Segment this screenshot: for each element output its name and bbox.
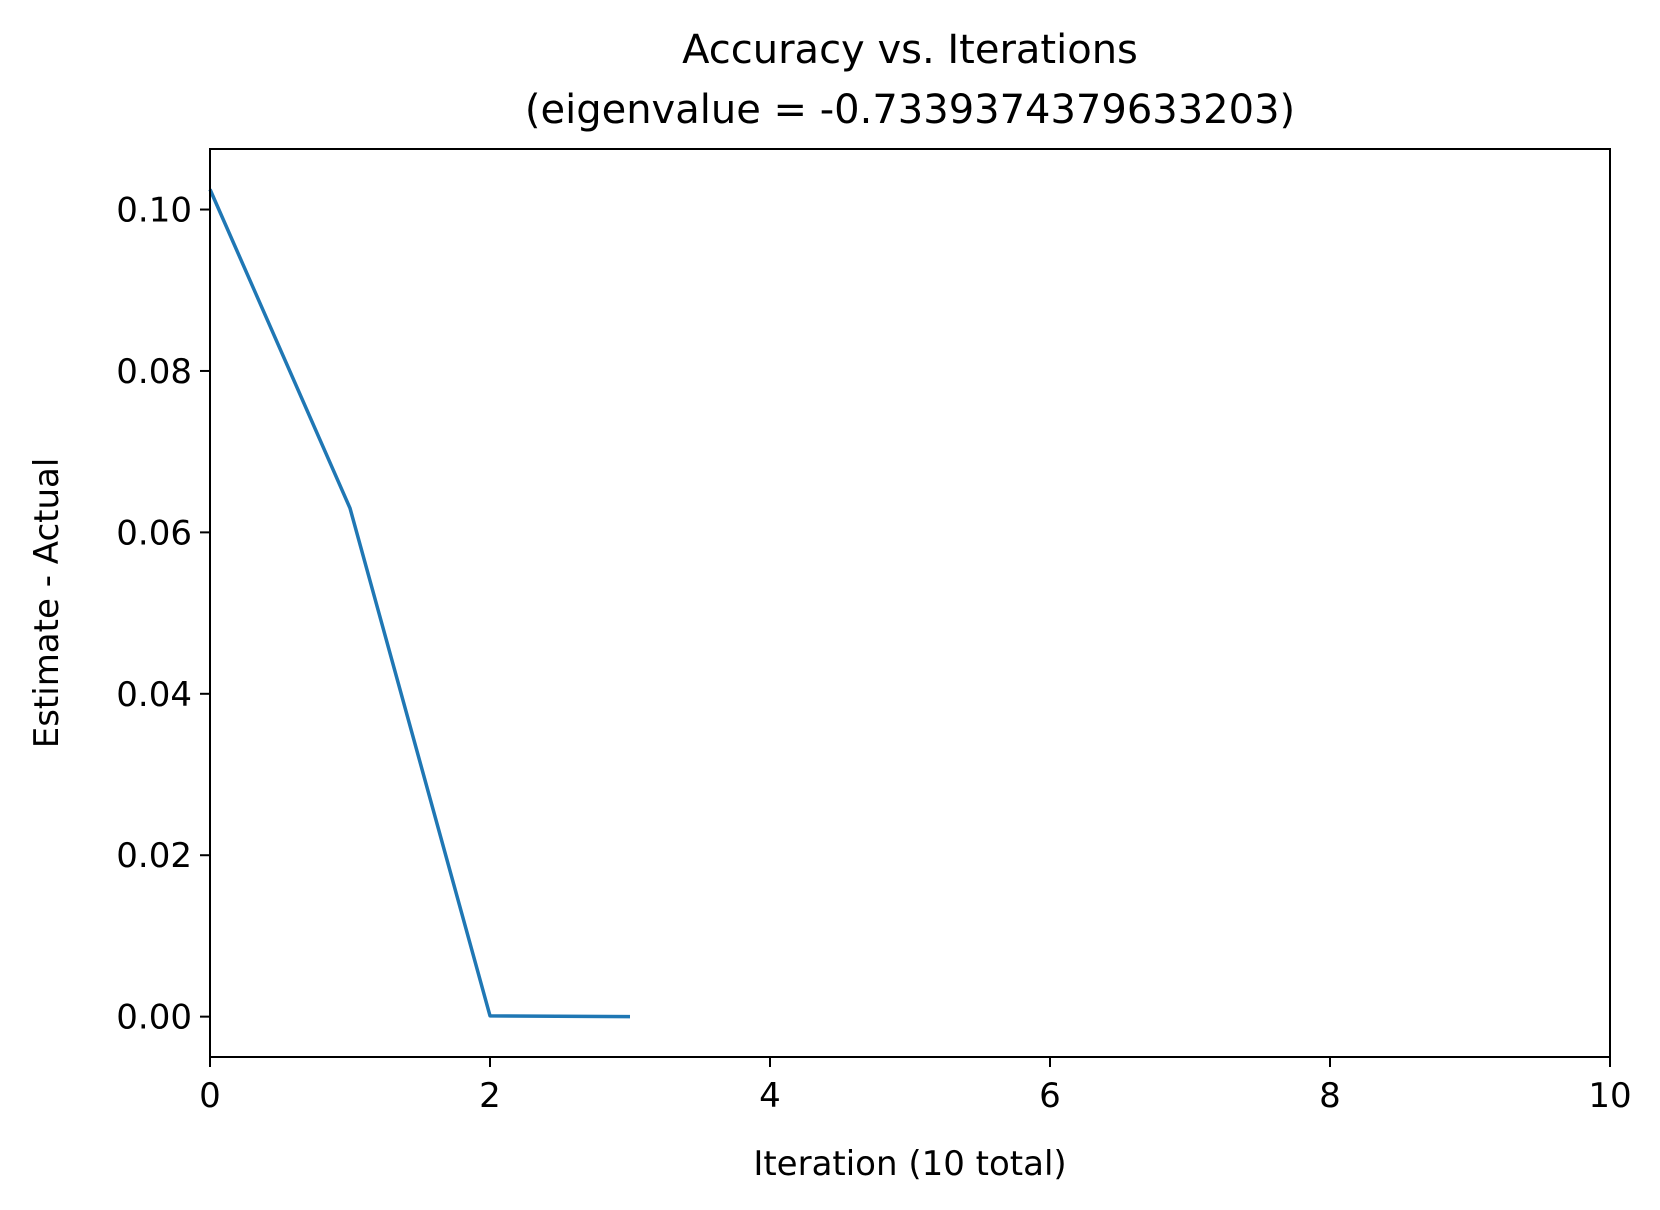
x-axis-ticks: 0 2 4 6 8 10 — [199, 1057, 1632, 1116]
y-tick-label: 0.06 — [116, 513, 192, 553]
y-tick-label: 0.00 — [116, 998, 192, 1038]
axes-frame — [209, 148, 1611, 1058]
y-tick-label: 0.10 — [116, 191, 192, 231]
y-tick-label: 0.04 — [116, 675, 192, 715]
chart-title: Accuracy vs. Iterations — [682, 27, 1138, 73]
x-tick-label: 6 — [1039, 1076, 1061, 1116]
x-tick-label: 0 — [199, 1076, 221, 1116]
series-layer — [208, 188, 631, 1019]
x-axis-label: Iteration (10 total) — [753, 1144, 1066, 1184]
x-tick-label: 2 — [479, 1076, 501, 1116]
y-axis-ticks: 0.00 0.02 0.04 0.06 0.08 0.10 — [116, 191, 210, 1038]
y-tick-label: 0.08 — [116, 352, 192, 392]
x-tick-label: 8 — [1319, 1076, 1341, 1116]
chart-subtitle: (eigenvalue = -0.7339374379633203) — [525, 87, 1295, 133]
y-axis-label: Estimate - Actual — [27, 458, 67, 749]
x-tick-label: 4 — [759, 1076, 781, 1116]
x-tick-label: 10 — [1588, 1076, 1631, 1116]
series-line-0 — [208, 188, 631, 1019]
plot-background — [210, 149, 1610, 1057]
y-tick-label: 0.02 — [116, 836, 192, 876]
plot-area — [210, 149, 1610, 1057]
